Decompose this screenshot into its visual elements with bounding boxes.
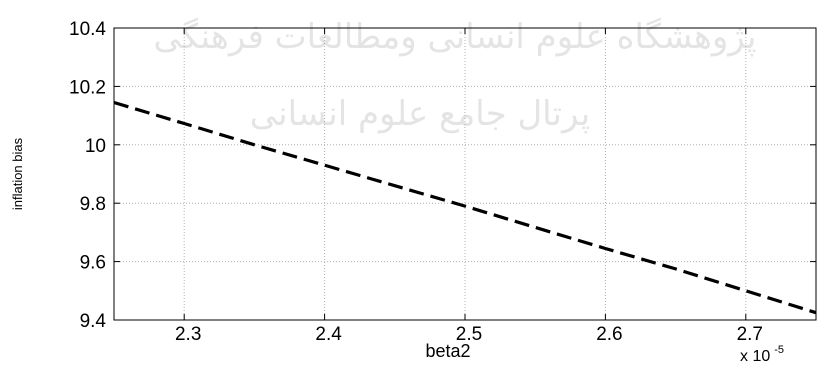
x-tick-label: 2.6 — [596, 324, 622, 345]
y-tick-label: 10.4 — [69, 19, 106, 40]
x-axis-multiplier: x 10 -5 — [740, 344, 784, 365]
x-axis-label: beta2 — [425, 341, 470, 361]
watermark: پژوهشگاه علوم انسانی ومطالعات فرهنگی پرت… — [154, 17, 757, 134]
grid — [114, 27, 816, 321]
x-tick-label: 2.4 — [315, 324, 342, 345]
x-tick-label: 2.3 — [175, 324, 201, 345]
watermark-line-2: پرتال جامع علوم انسانی — [250, 94, 590, 134]
y-tick-label: 10.2 — [69, 77, 106, 98]
y-axis-label: inflation bias — [10, 137, 25, 210]
x-axis: 2.3 2.4 2.5 2.6 2.7 — [175, 28, 763, 345]
series-group — [113, 100, 817, 315]
x-tick-label: 2.5 — [456, 324, 482, 345]
plot-area-frame — [113, 27, 817, 321]
watermark-line-1: پژوهشگاه علوم انسانی ومطالعات فرهنگی — [154, 17, 757, 57]
y-tick-label: 9.4 — [80, 311, 107, 332]
x-axis-multiplier-base: x 10 — [740, 348, 770, 365]
series-line — [113, 100, 817, 315]
y-axis: 9.4 9.6 9.8 10 10.2 10.4 — [69, 19, 816, 332]
x-axis-multiplier-exponent: -5 — [774, 344, 784, 356]
y-tick-label: 9.6 — [80, 253, 106, 274]
x-tick-label: 2.7 — [737, 324, 763, 345]
y-tick-label: 9.8 — [80, 194, 106, 215]
y-tick-label: 10 — [85, 136, 106, 157]
